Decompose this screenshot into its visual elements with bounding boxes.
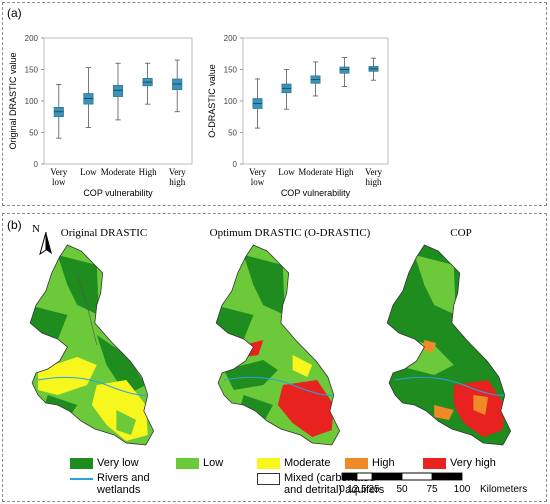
legend-high: High (345, 457, 395, 469)
map-cop (386, 244, 512, 446)
chart-1-xtick-4-0: Very (365, 167, 382, 177)
map-title-original: Original DRASTIC (61, 227, 147, 239)
legend-label-very-low: Very low (97, 457, 139, 469)
chart-0-xtick-4-0: Very (169, 167, 186, 177)
north-arrow-right (39, 231, 47, 256)
map-odrastic (215, 244, 341, 446)
legend-swatch-moderate (257, 457, 280, 469)
chart-0-ylabel: Original DRASTIC value (8, 52, 18, 149)
chart-1-ytick-label-3: 150 (224, 66, 238, 75)
map-original-drastic (29, 244, 155, 446)
chart-1-xtick-2-0: Moderate (298, 167, 332, 177)
map-title-cop: COP (450, 227, 471, 239)
chart-1-ytick-label-1: 50 (228, 129, 237, 138)
panel-b: (b) (2, 213, 547, 502)
legend-very-high: Very high (423, 457, 496, 469)
legend-label-high: High (372, 457, 395, 469)
legend-label-moderate: Moderate (284, 457, 331, 469)
legend-very-low: Very low (70, 457, 139, 469)
chart-1-xtick-0-0: Very (249, 167, 266, 177)
chart-1-xtick-3-0: High (336, 167, 355, 177)
chart-1-ytick-label-4: 200 (224, 34, 238, 43)
panel-b-label: (b) (7, 218, 22, 232)
chart-0-ytick-label-2: 100 (25, 97, 39, 106)
chart-1-xtick-4-1: high (365, 177, 382, 187)
chart-0-ytick-label-3: 150 (25, 66, 39, 75)
legend-low: Low (176, 457, 223, 469)
legend-river-line (70, 478, 93, 480)
chart-0-xlabel: COP vulnerability (83, 188, 153, 198)
legend-swatch-low (176, 457, 199, 469)
chart-0-ytick-label-0: 0 (34, 160, 39, 169)
chart-0-xtick-2-0: Moderate (101, 167, 135, 177)
chart-0-ytick-label-1: 50 (29, 129, 38, 138)
legend-rivers: Rivers and wetlands (70, 472, 150, 496)
legend-mixed: Mixed (carbonated and detrital) aquifers (257, 472, 384, 496)
chart-0-xtick-0-0: Very (50, 167, 67, 177)
legend-swatch-very-high (423, 457, 446, 469)
legend-mixed-swatch (257, 473, 280, 485)
north-label: N (32, 223, 40, 235)
chart-0-xtick-0-1: low (52, 177, 66, 187)
legend-swatch-very-low (70, 457, 93, 469)
map-title-odrastic: Optimum DRASTIC (O-DRASTIC) (210, 227, 371, 239)
legend-swatch-high (345, 457, 368, 469)
chart-1-xtick-1-0: Low (278, 167, 295, 177)
chart-0-box-2 (112, 84, 124, 97)
legend-label-low: Low (203, 457, 224, 469)
chart-1-box-3 (339, 66, 350, 74)
chart-0-xtick-1-0: Low (80, 167, 97, 177)
chart-1-ytick-label-2: 100 (224, 97, 238, 106)
legend-moderate: Moderate (257, 457, 330, 469)
chart-1-ytick-label-0: 0 (233, 160, 238, 169)
panel-a: (a) (2, 2, 547, 206)
chart-1-xlabel: COP vulnerability (281, 188, 351, 198)
legend-label-very-high: Very high (450, 457, 496, 469)
chart-0-ytick-label-4: 200 (25, 34, 39, 43)
chart-0-xtick-3-0: High (139, 167, 158, 177)
legend-label-rivers: Rivers and wetlands (97, 472, 150, 496)
chart-1-ylabel: O-DRASTIC value (207, 64, 217, 138)
chart-1-xtick-0-1: low (251, 177, 265, 187)
legend-label-mixed: Mixed (carbonated and detrital) aquifers (284, 472, 385, 496)
north-arrow-left (46, 232, 52, 254)
north-arrow (39, 231, 52, 256)
panel-a-label: (a) (7, 6, 22, 20)
chart-0-xtick-4-1: high (169, 177, 186, 187)
